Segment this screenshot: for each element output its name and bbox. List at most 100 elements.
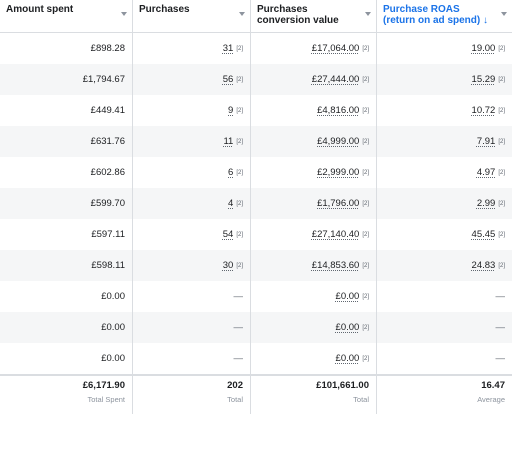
column-header-purchase-roas[interactable]: Purchase ROAS (return on ad spend) ↓ <box>377 0 512 32</box>
cell-value[interactable]: 9 <box>228 105 234 116</box>
cell-value[interactable]: 45.45 <box>471 229 496 240</box>
footnote-marker[interactable]: [2] <box>498 169 505 176</box>
cell-value[interactable]: £0.00 <box>335 291 360 302</box>
cell-value[interactable]: 54 <box>222 229 234 240</box>
table-header: Amount spent Purchases Purchases convers… <box>0 0 512 33</box>
footnote-marker[interactable]: [2] <box>362 107 369 114</box>
table-row: £1,794.67 56 [2] £27,444.00 [2] 15.29 [2] <box>0 64 512 95</box>
total-value: £6,171.90 <box>82 380 125 391</box>
column-header-label: Amount spent <box>6 4 74 15</box>
total-conversion-value: £101,661.00 Total <box>251 376 377 414</box>
cell-value: £597.11 <box>91 229 125 240</box>
footnote-marker[interactable]: [2] <box>236 231 243 238</box>
sort-caret-icon[interactable] <box>501 12 507 16</box>
footnote-marker[interactable]: [2] <box>362 355 369 362</box>
footnote-marker[interactable]: [2] <box>362 45 369 52</box>
total-value: 202 <box>227 380 243 391</box>
cell-conversion-value: £0.00 [2] <box>251 343 377 374</box>
cell-value: £599.70 <box>90 198 125 209</box>
column-header-conversion-value[interactable]: Purchases conversion value <box>251 0 377 32</box>
cell-purchases: 6 [2] <box>133 157 251 188</box>
sort-caret-icon[interactable] <box>365 12 371 16</box>
cell-purchases: 56 [2] <box>133 64 251 95</box>
footnote-marker[interactable]: [2] <box>236 262 243 269</box>
footnote-marker[interactable]: [2] <box>498 76 505 83</box>
cell-purchases: — <box>133 312 251 343</box>
footnote-marker[interactable]: [2] <box>362 324 369 331</box>
cell-value[interactable]: £17,064.00 <box>311 43 360 54</box>
cell-amount-spent: £599.70 <box>0 188 133 219</box>
cell-value[interactable]: £2,999.00 <box>317 167 360 178</box>
footnote-marker[interactable]: [2] <box>236 138 243 145</box>
footnote-marker[interactable]: [2] <box>236 45 243 52</box>
cell-value[interactable]: 4 <box>228 198 234 209</box>
cell-purchases: 4 [2] <box>133 188 251 219</box>
cell-value[interactable]: 11 <box>223 136 234 147</box>
footnote-marker[interactable]: [2] <box>236 200 243 207</box>
cell-amount-spent: £602.86 <box>0 157 133 188</box>
cell-value: £631.76 <box>90 136 125 147</box>
footnote-marker[interactable]: [2] <box>362 76 369 83</box>
cell-purchases: 9 [2] <box>133 95 251 126</box>
cell-value[interactable]: 15.29 <box>471 74 496 85</box>
footnote-marker[interactable]: [2] <box>362 200 369 207</box>
sort-caret-icon[interactable] <box>121 12 127 16</box>
cell-value[interactable]: 30 <box>222 260 234 271</box>
empty-value: — <box>233 291 244 302</box>
footnote-marker[interactable]: [2] <box>362 169 369 176</box>
cell-value[interactable]: £14,853.60 <box>311 260 360 271</box>
cell-amount-spent: £598.11 <box>0 250 133 281</box>
cell-amount-spent: £898.28 <box>0 33 133 64</box>
cell-value[interactable]: 10.72 <box>471 105 496 116</box>
footnote-marker[interactable]: [2] <box>362 262 369 269</box>
cell-value[interactable]: £0.00 <box>335 353 360 364</box>
cell-purchases: — <box>133 281 251 312</box>
footnote-marker[interactable]: [2] <box>498 107 505 114</box>
cell-value[interactable]: £27,444.00 <box>311 74 360 85</box>
cell-value[interactable]: 2.99 <box>476 198 496 209</box>
cell-purchases: 31 [2] <box>133 33 251 64</box>
column-header-purchases[interactable]: Purchases <box>133 0 251 32</box>
footnote-marker[interactable]: [2] <box>362 293 369 300</box>
cell-purchase-roas: 2.99 [2] <box>377 188 512 219</box>
cell-value[interactable]: 31 <box>222 43 234 54</box>
cell-value[interactable]: 56 <box>222 74 234 85</box>
empty-value: — <box>495 353 506 364</box>
cell-purchase-roas: 45.45 [2] <box>377 219 512 250</box>
cell-value: £898.28 <box>90 43 125 54</box>
cell-value[interactable]: £27,140.40 <box>311 229 360 240</box>
cell-amount-spent: £631.76 <box>0 126 133 157</box>
cell-conversion-value: £17,064.00 [2] <box>251 33 377 64</box>
footnote-marker[interactable]: [2] <box>498 200 505 207</box>
table-row: £598.11 30 [2] £14,853.60 [2] 24.83 [2] <box>0 250 512 281</box>
footnote-marker[interactable]: [2] <box>362 231 369 238</box>
cell-value[interactable]: 19.00 <box>471 43 496 54</box>
sort-caret-icon[interactable] <box>239 12 245 16</box>
cell-value[interactable]: £1,796.00 <box>317 198 360 209</box>
footnote-marker[interactable]: [2] <box>362 138 369 145</box>
cell-value[interactable]: £0.00 <box>335 322 360 333</box>
cell-value: £0.00 <box>101 322 125 333</box>
column-header-amount-spent[interactable]: Amount spent <box>0 0 133 32</box>
footnote-marker[interactable]: [2] <box>236 76 243 83</box>
cell-value[interactable]: 24.83 <box>471 260 496 271</box>
footnote-marker[interactable]: [2] <box>498 138 505 145</box>
table-row: £602.86 6 [2] £2,999.00 [2] 4.97 [2] <box>0 157 512 188</box>
ads-results-table: Amount spent Purchases Purchases convers… <box>0 0 512 414</box>
cell-value[interactable]: £4,999.00 <box>317 136 360 147</box>
cell-purchase-roas: 19.00 [2] <box>377 33 512 64</box>
cell-value[interactable]: 4.97 <box>476 167 496 178</box>
cell-conversion-value: £27,444.00 [2] <box>251 64 377 95</box>
footnote-marker[interactable]: [2] <box>498 45 505 52</box>
cell-value[interactable]: 6 <box>228 167 234 178</box>
footnote-marker[interactable]: [2] <box>236 169 243 176</box>
footnote-marker[interactable]: [2] <box>498 231 505 238</box>
total-label: Average <box>477 395 505 404</box>
footnote-marker[interactable]: [2] <box>498 262 505 269</box>
cell-amount-spent: £0.00 <box>0 312 133 343</box>
footnote-marker[interactable]: [2] <box>236 107 243 114</box>
cell-conversion-value: £2,999.00 [2] <box>251 157 377 188</box>
cell-value[interactable]: 7.91 <box>476 136 496 147</box>
cell-value[interactable]: £4,816.00 <box>317 105 360 116</box>
empty-value: — <box>233 322 244 333</box>
